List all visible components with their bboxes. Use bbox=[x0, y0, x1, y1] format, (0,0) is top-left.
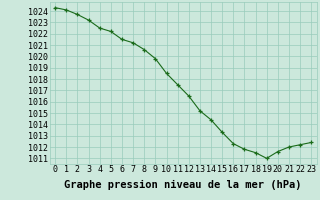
X-axis label: Graphe pression niveau de la mer (hPa): Graphe pression niveau de la mer (hPa) bbox=[64, 180, 302, 190]
